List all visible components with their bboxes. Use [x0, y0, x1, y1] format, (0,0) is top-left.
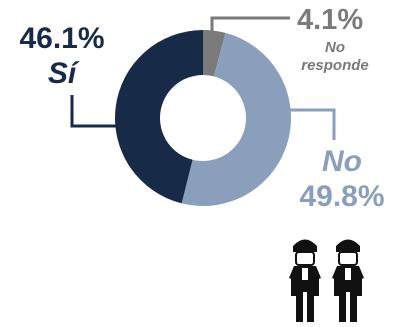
donut-slice-s- — [115, 30, 203, 204]
donut-slices — [115, 30, 292, 207]
leader-line-no — [288, 108, 336, 140]
slice-value-label-no-responde: 4.1% — [297, 4, 363, 36]
slice-value-label-no: 49.8% — [299, 180, 384, 213]
slice-name-label-no-responde-line1: No — [325, 39, 345, 56]
slice-name-label-si: Sí — [48, 57, 80, 90]
slice-name-label-no: No — [322, 145, 362, 178]
donut-slice-no — [181, 32, 292, 207]
leader-line-si — [70, 95, 118, 128]
slice-value-label-si: 46.1% — [19, 22, 104, 55]
leader-line-no-responde — [210, 16, 290, 32]
donut-slice-no-responde — [203, 30, 226, 77]
two-people-with-masks-icon — [289, 239, 364, 322]
slice-name-label-no-responde-line2: responde — [301, 57, 369, 74]
